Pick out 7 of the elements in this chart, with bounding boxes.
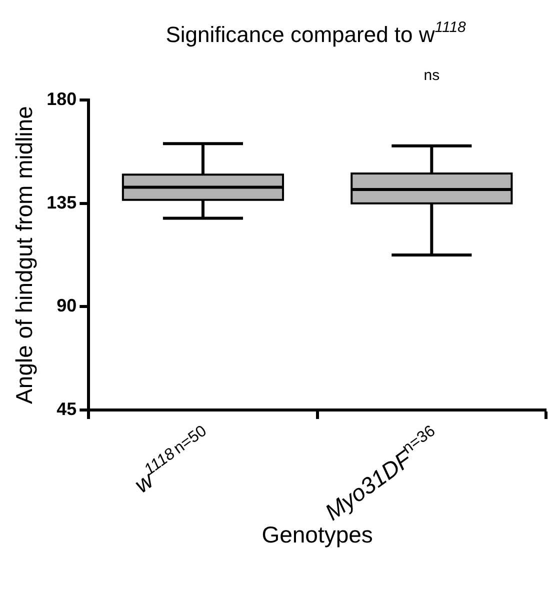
y-tick-label: 90 xyxy=(56,296,77,316)
x-axis-title: Genotypes xyxy=(262,522,373,548)
y-tick-label: 135 xyxy=(46,192,77,212)
y-axis-title: Angle of hindgut from midline xyxy=(11,106,38,404)
y-tick-label: 180 xyxy=(46,88,77,109)
y-tick-label: 45 xyxy=(56,398,77,419)
text: ns xyxy=(424,67,440,84)
